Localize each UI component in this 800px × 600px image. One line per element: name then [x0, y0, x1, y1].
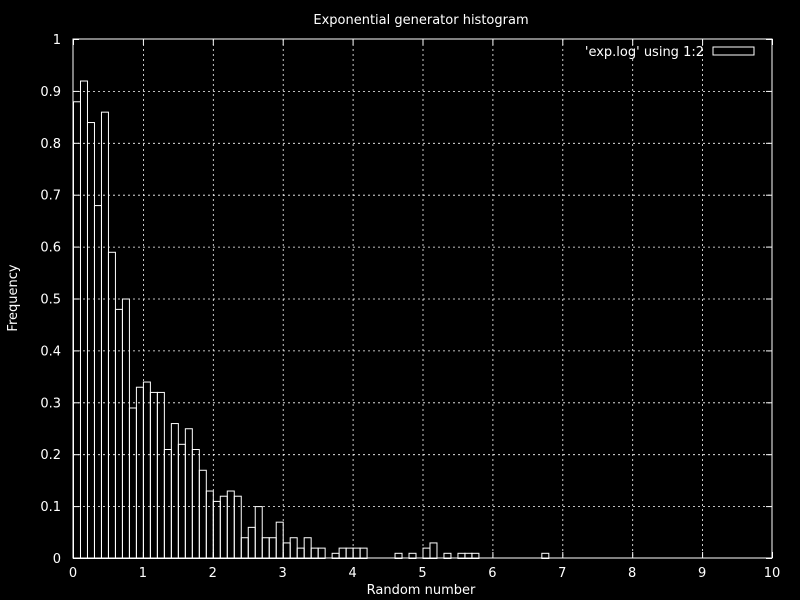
x-tick-label: 5 [418, 566, 426, 581]
ticks-layer [73, 39, 773, 559]
y-tick-label: 0.1 [40, 500, 61, 515]
legend-swatch [712, 46, 755, 56]
y-tick-label: 0.5 [40, 293, 61, 308]
x-tick-label: 0 [69, 566, 77, 581]
x-tick-label: 1 [139, 566, 147, 581]
y-tick-label: 0.8 [40, 137, 61, 152]
y-tick-label: 0.9 [40, 85, 61, 100]
x-tick-label: 7 [558, 566, 566, 581]
chart-title: Exponential generator histogram [313, 13, 528, 28]
y-tick-label: 0.3 [40, 396, 61, 411]
y-tick-label: 0.4 [40, 344, 61, 359]
y-axis-label: Frequency [6, 264, 21, 331]
y-tick-label: 0 [53, 552, 61, 567]
grid-layer [73, 39, 772, 558]
tick-labels-layer: 0 1 2 3 4 5 6 7 8 9 10 0 0.1 0.2 0.3 0.4 0.5 0.6 0.7 0.8 0.9… [40, 33, 780, 581]
legend-label: 'exp.log' using 1:2 [585, 45, 704, 60]
legend: 'exp.log' using 1:2 [585, 45, 755, 60]
y-tick-label: 0.7 [40, 189, 61, 204]
y-tick-label: 0.6 [40, 241, 61, 256]
x-axis-label: Random number [367, 583, 476, 598]
x-tick-label: 10 [764, 566, 781, 581]
x-tick-label: 3 [279, 566, 287, 581]
y-tick-label: 1 [53, 33, 61, 48]
x-tick-label: 6 [488, 566, 496, 581]
x-tick-label: 4 [348, 566, 356, 581]
x-tick-label: 9 [698, 566, 706, 581]
y-tick-label: 0.2 [40, 448, 61, 463]
x-tick-label: 2 [209, 566, 217, 581]
x-tick-label: 8 [628, 566, 636, 581]
